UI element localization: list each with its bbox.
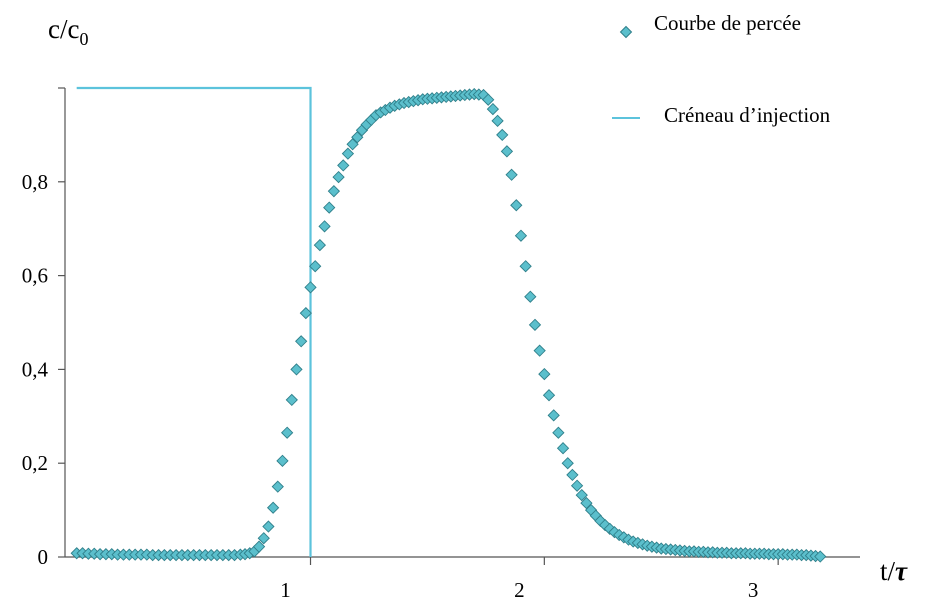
data-point-diamond xyxy=(290,363,303,376)
data-point-diamond xyxy=(486,103,499,116)
y-ticks: 0 0,2 0,4 0,6 0,8 xyxy=(22,87,65,569)
y-tick-label: 0 xyxy=(38,545,49,569)
x-ticks: 1 2 3 xyxy=(280,557,779,602)
legend-diamond-icon xyxy=(620,26,632,38)
x-axis-title: t/τ xyxy=(880,556,908,586)
data-point-diamond xyxy=(323,201,336,214)
data-point-diamond xyxy=(262,520,275,533)
data-point-diamond xyxy=(543,389,556,402)
legend-label-breakthrough: Courbe de percée xyxy=(654,11,801,35)
data-point-diamond xyxy=(510,199,523,212)
data-point-diamond xyxy=(327,185,340,198)
x-axis-title-base: t/ xyxy=(880,556,896,586)
data-point-diamond xyxy=(271,480,284,493)
y-axis-title-base: c/c xyxy=(48,14,79,44)
data-point-diamond xyxy=(552,426,565,439)
data-point-diamond xyxy=(561,457,574,470)
x-axis-title-symbol: τ xyxy=(895,556,908,586)
data-point-diamond xyxy=(571,479,584,492)
data-point-diamond xyxy=(524,290,537,303)
x-tick-label: 2 xyxy=(514,578,525,602)
data-point-diamond xyxy=(267,501,280,514)
legend-label-injection: Créneau d’injection xyxy=(664,103,831,127)
data-point-diamond xyxy=(276,454,289,467)
breakthrough-series xyxy=(70,88,827,563)
data-point-diamond xyxy=(318,220,331,233)
data-point-diamond xyxy=(557,442,570,455)
y-axis-title: c/c0 xyxy=(48,14,88,49)
data-point-diamond xyxy=(500,145,513,158)
injection-line xyxy=(76,86,312,557)
injection-series xyxy=(76,86,312,557)
data-point-diamond xyxy=(281,426,294,439)
legend: Courbe de percée Créneau d’injection xyxy=(612,11,831,127)
y-tick-label: 0,2 xyxy=(22,451,48,475)
data-point-diamond xyxy=(332,171,345,184)
data-point-diamond xyxy=(566,468,579,481)
data-point-diamond xyxy=(538,368,551,381)
data-point-diamond xyxy=(337,159,350,172)
data-point-diamond xyxy=(285,393,298,406)
y-axis-title-subscript: 0 xyxy=(79,29,88,49)
data-point-diamond xyxy=(514,229,527,242)
data-point-diamond xyxy=(533,344,546,357)
x-tick-label: 1 xyxy=(280,578,291,602)
data-point-diamond xyxy=(496,128,509,141)
y-tick-label: 0,4 xyxy=(22,357,49,381)
y-tick-label: 0,8 xyxy=(22,170,48,194)
data-point-diamond xyxy=(313,239,326,252)
data-point-diamond xyxy=(505,168,518,181)
data-point-diamond xyxy=(547,409,560,422)
data-point-diamond xyxy=(519,260,532,273)
data-point-diamond xyxy=(341,147,354,160)
data-point-diamond xyxy=(491,114,504,127)
data-point-diamond xyxy=(295,335,308,348)
x-tick-label: 3 xyxy=(748,578,759,602)
data-point-diamond xyxy=(528,318,541,331)
data-point-diamond xyxy=(304,281,317,294)
y-tick-label: 0,6 xyxy=(22,264,48,288)
